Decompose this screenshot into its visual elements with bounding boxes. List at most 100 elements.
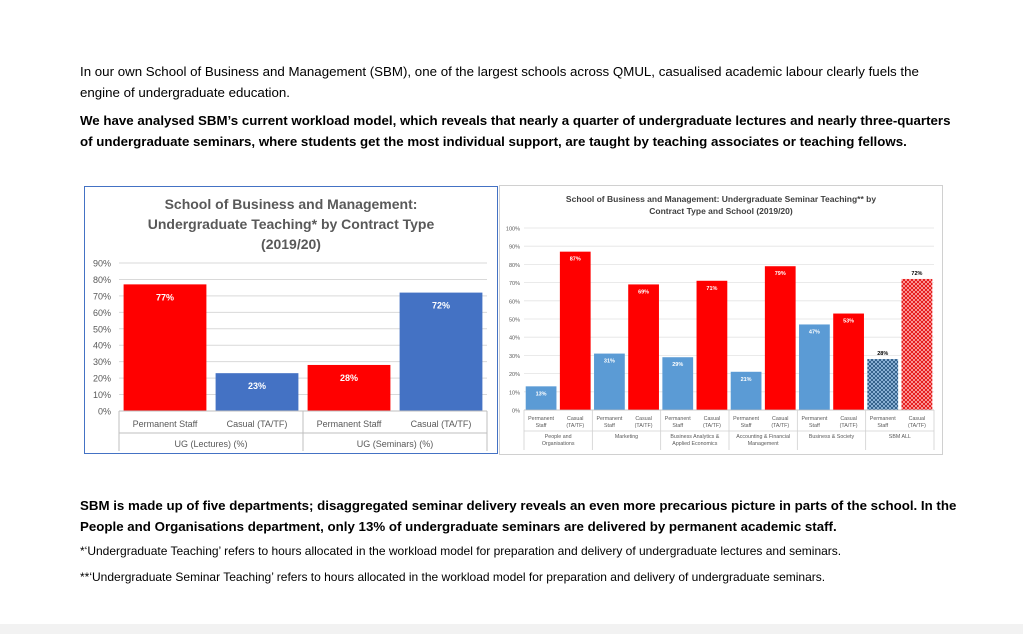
bar xyxy=(730,371,762,410)
bar xyxy=(594,353,625,410)
data-label: 21% xyxy=(741,377,752,383)
data-label: 28% xyxy=(340,373,358,383)
x-category-label: Permanent xyxy=(801,416,827,422)
x-category-label: (TA/TF) xyxy=(703,423,721,429)
x-category-label: (TA/TF) xyxy=(840,423,858,429)
y-tick-label: 70% xyxy=(93,291,111,301)
y-tick-label: 40% xyxy=(509,336,520,342)
y-tick-label: 40% xyxy=(93,341,111,351)
y-tick-label: 100% xyxy=(506,227,520,233)
y-tick-label: 80% xyxy=(93,275,111,285)
bar xyxy=(662,357,694,410)
chart-title-line: Contract Type and School (2019/20) xyxy=(649,206,793,216)
x-group-label: People and xyxy=(545,434,572,440)
x-category-label: Permanent xyxy=(733,416,759,422)
bold-paragraph-departments: SBM is made up of five departments; disa… xyxy=(80,498,957,534)
y-tick-label: 50% xyxy=(93,324,111,334)
x-group-label: Organisations xyxy=(542,441,575,447)
data-label: 13% xyxy=(536,391,547,397)
bar xyxy=(307,364,391,411)
bar xyxy=(123,284,207,411)
x-category-label: Casual xyxy=(909,416,926,422)
data-label: 72% xyxy=(432,301,450,311)
chart-ug-teaching-by-contract: School of Business and Management: Underg… xyxy=(84,186,498,454)
y-tick-label: 20% xyxy=(509,372,520,378)
intro-paragraph: In our own School of Business and Manage… xyxy=(80,64,919,100)
x-category-label: Staff xyxy=(672,423,683,429)
chart-ug-seminar-by-school: School of Business and Management: Under… xyxy=(499,185,943,455)
y-tick-label: 70% xyxy=(509,281,520,287)
x-category-label: Permanent xyxy=(528,416,554,422)
y-tick-label: 90% xyxy=(509,245,520,251)
x-category-label: Permanent xyxy=(665,416,691,422)
x-group-label: Business Analytics & xyxy=(670,434,719,440)
x-group-label: Management xyxy=(748,441,779,447)
y-tick-label: 90% xyxy=(93,259,111,269)
footnote-ug-seminar: **‘Undergraduate Seminar Teaching’ refer… xyxy=(80,570,826,584)
data-label: 69% xyxy=(638,289,649,295)
x-group-label: Applied Economics xyxy=(672,441,717,447)
x-category-label: Casual xyxy=(704,416,721,422)
bold-paragraph-workload: We have analysed SBM’s current workload … xyxy=(80,113,951,149)
x-group-label: SBM ALL xyxy=(889,434,911,440)
x-category-label: (TA/TF) xyxy=(635,423,653,429)
x-category-label: Casual xyxy=(635,416,652,422)
chart-title-line: School of Business and Management: Under… xyxy=(566,194,876,204)
bar xyxy=(215,373,299,411)
y-tick-label: 30% xyxy=(93,357,111,367)
x-category-label: Casual xyxy=(567,416,584,422)
chart-title-line: Undergraduate Teaching* by Contract Type xyxy=(148,216,435,232)
x-group-label: Accounting & Financial xyxy=(736,434,790,440)
bar xyxy=(525,386,557,410)
x-category-label: Staff xyxy=(741,423,752,429)
bar xyxy=(559,251,591,410)
y-tick-label: 20% xyxy=(93,374,111,384)
x-category-label: Casual (TA/TF) xyxy=(227,419,288,429)
x-category-label: Staff xyxy=(877,423,888,429)
bar xyxy=(867,359,899,410)
x-category-label: Staff xyxy=(809,423,820,429)
data-label: 23% xyxy=(248,381,266,391)
x-category-label: Casual xyxy=(772,416,789,422)
data-label: 53% xyxy=(843,319,854,325)
data-label: 47% xyxy=(809,329,820,335)
bar xyxy=(833,313,864,410)
chart-title-line: (2019/20) xyxy=(261,236,321,252)
bar xyxy=(628,284,659,410)
bar xyxy=(799,324,830,410)
y-tick-label: 30% xyxy=(509,354,520,360)
page-bottom-strip xyxy=(0,624,1023,634)
footnote-ug-teaching: *‘Undergraduate Teaching’ refers to hour… xyxy=(80,544,842,558)
y-tick-label: 0% xyxy=(98,407,111,417)
x-category-label: Staff xyxy=(536,423,547,429)
x-category-label: Permanent xyxy=(596,416,622,422)
x-group-label: UG (Seminars) (%) xyxy=(357,439,434,449)
x-group-label: UG (Lectures) (%) xyxy=(174,439,247,449)
y-tick-label: 50% xyxy=(509,318,520,324)
y-tick-label: 0% xyxy=(512,409,520,415)
bar xyxy=(399,292,483,411)
y-tick-label: 80% xyxy=(509,263,520,269)
x-group-label: Marketing xyxy=(615,434,638,440)
data-label: 87% xyxy=(570,257,581,263)
bar xyxy=(764,266,796,410)
bar xyxy=(901,278,933,410)
chart-ug-seminar-svg: School of Business and Management: Under… xyxy=(506,194,935,450)
data-label: 31% xyxy=(604,359,615,365)
x-category-label: Staff xyxy=(604,423,615,429)
y-tick-label: 10% xyxy=(93,390,111,400)
x-category-label: (TA/TF) xyxy=(908,423,926,429)
x-category-label: Permanent Staff xyxy=(317,419,382,429)
bar xyxy=(696,280,728,410)
y-tick-label: 10% xyxy=(509,390,520,396)
x-category-label: (TA/TF) xyxy=(566,423,584,429)
data-label: 28% xyxy=(877,351,888,357)
x-category-label: Permanent xyxy=(870,416,896,422)
data-label: 77% xyxy=(156,292,174,302)
data-label: 71% xyxy=(706,286,717,292)
x-category-label: Permanent Staff xyxy=(133,419,198,429)
x-category-label: Casual (TA/TF) xyxy=(411,419,472,429)
data-label: 29% xyxy=(672,362,683,368)
x-category-label: Casual xyxy=(840,416,857,422)
x-category-label: (TA/TF) xyxy=(771,423,789,429)
